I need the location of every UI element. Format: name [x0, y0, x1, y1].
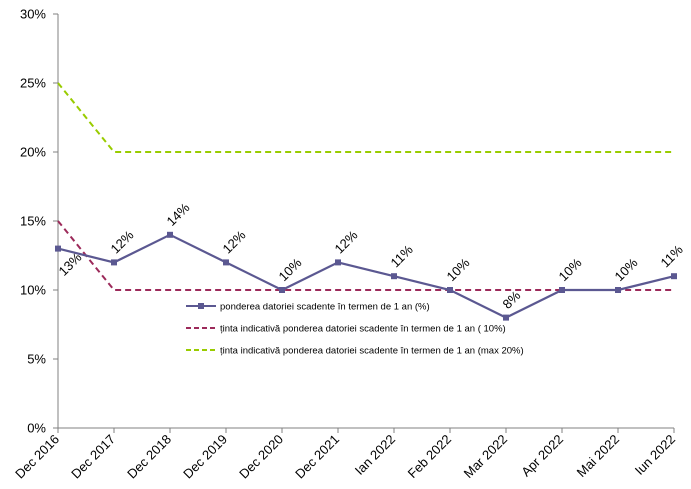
data-point-marker	[279, 287, 285, 293]
x-tick-label: Dec 2018	[124, 432, 174, 482]
x-tick-label: Dec 2021	[292, 432, 342, 482]
x-tick-label: Mar 2022	[461, 432, 510, 481]
data-label: 11%	[388, 242, 417, 271]
axes	[57, 14, 674, 429]
data-label: 8%	[500, 288, 524, 312]
y-tick-label: 20%	[20, 145, 46, 160]
legend: ponderea datoriei scadente în termen de …	[186, 302, 524, 357]
data-point-marker	[335, 259, 341, 266]
data-point-marker	[671, 273, 677, 280]
y-tick-label: 5%	[27, 352, 46, 367]
data-point-marker	[391, 273, 397, 280]
y-tick-label: 0%	[27, 421, 46, 436]
x-tick-label: Ian 2022	[352, 432, 398, 478]
y-tick-label: 30%	[20, 7, 46, 22]
data-label: 10%	[444, 255, 473, 284]
data-label: 10%	[556, 255, 585, 284]
data-label: 10%	[612, 255, 641, 284]
x-axis-ticks: Dec 2016 Dec 2017 Dec 2018 Dec 2019 Dec 2020…	[12, 428, 678, 481]
data-point-marker	[223, 259, 229, 266]
y-tick-label: 15%	[20, 214, 46, 229]
x-tick-label: Dec 2017	[68, 432, 118, 482]
series-line-0	[57, 233, 675, 319]
x-tick-label: Iun 2022	[632, 432, 678, 478]
series-line-2	[57, 82, 674, 153]
series-lines	[57, 82, 675, 319]
y-tick-label: 25%	[20, 76, 46, 91]
data-point-marker	[447, 287, 453, 293]
x-tick-label: Apr 2022	[518, 432, 566, 480]
x-tick-label: Dec 2020	[236, 432, 286, 482]
data-point-marker	[111, 259, 117, 266]
series-line-1	[57, 220, 674, 291]
series-markers	[55, 231, 677, 321]
data-label: 11%	[658, 242, 687, 271]
legend-label-2: ținta indicativă ponderea datoriei scade…	[220, 346, 524, 357]
x-tick-label: Dec 2016	[12, 432, 62, 482]
x-tick-label: Feb 2022	[405, 432, 454, 481]
data-point-marker	[55, 245, 61, 252]
y-axis-ticks: 0% 5% 10% 15% 20% 25% 30%	[20, 7, 58, 436]
data-label: 12%	[332, 227, 361, 256]
data-label: 12%	[220, 227, 249, 256]
legend-marker-0	[198, 303, 204, 309]
legend-label-0: ponderea datoriei scadente în termen de …	[220, 302, 430, 313]
data-label: 14%	[164, 200, 193, 229]
x-tick-label: Dec 2019	[180, 432, 230, 482]
data-point-marker	[559, 287, 565, 293]
data-point-marker	[167, 231, 173, 238]
data-point-marker	[615, 287, 621, 293]
legend-label-1: ținta indicativă ponderea datoriei scade…	[220, 324, 506, 335]
x-tick-label: Mai 2022	[574, 432, 622, 480]
data-point-marker	[503, 314, 509, 321]
y-tick-label: 10%	[20, 283, 46, 298]
data-labels: 13%12%14%12%10%12% 11% 10%8%10% 10% 11%	[56, 200, 687, 312]
